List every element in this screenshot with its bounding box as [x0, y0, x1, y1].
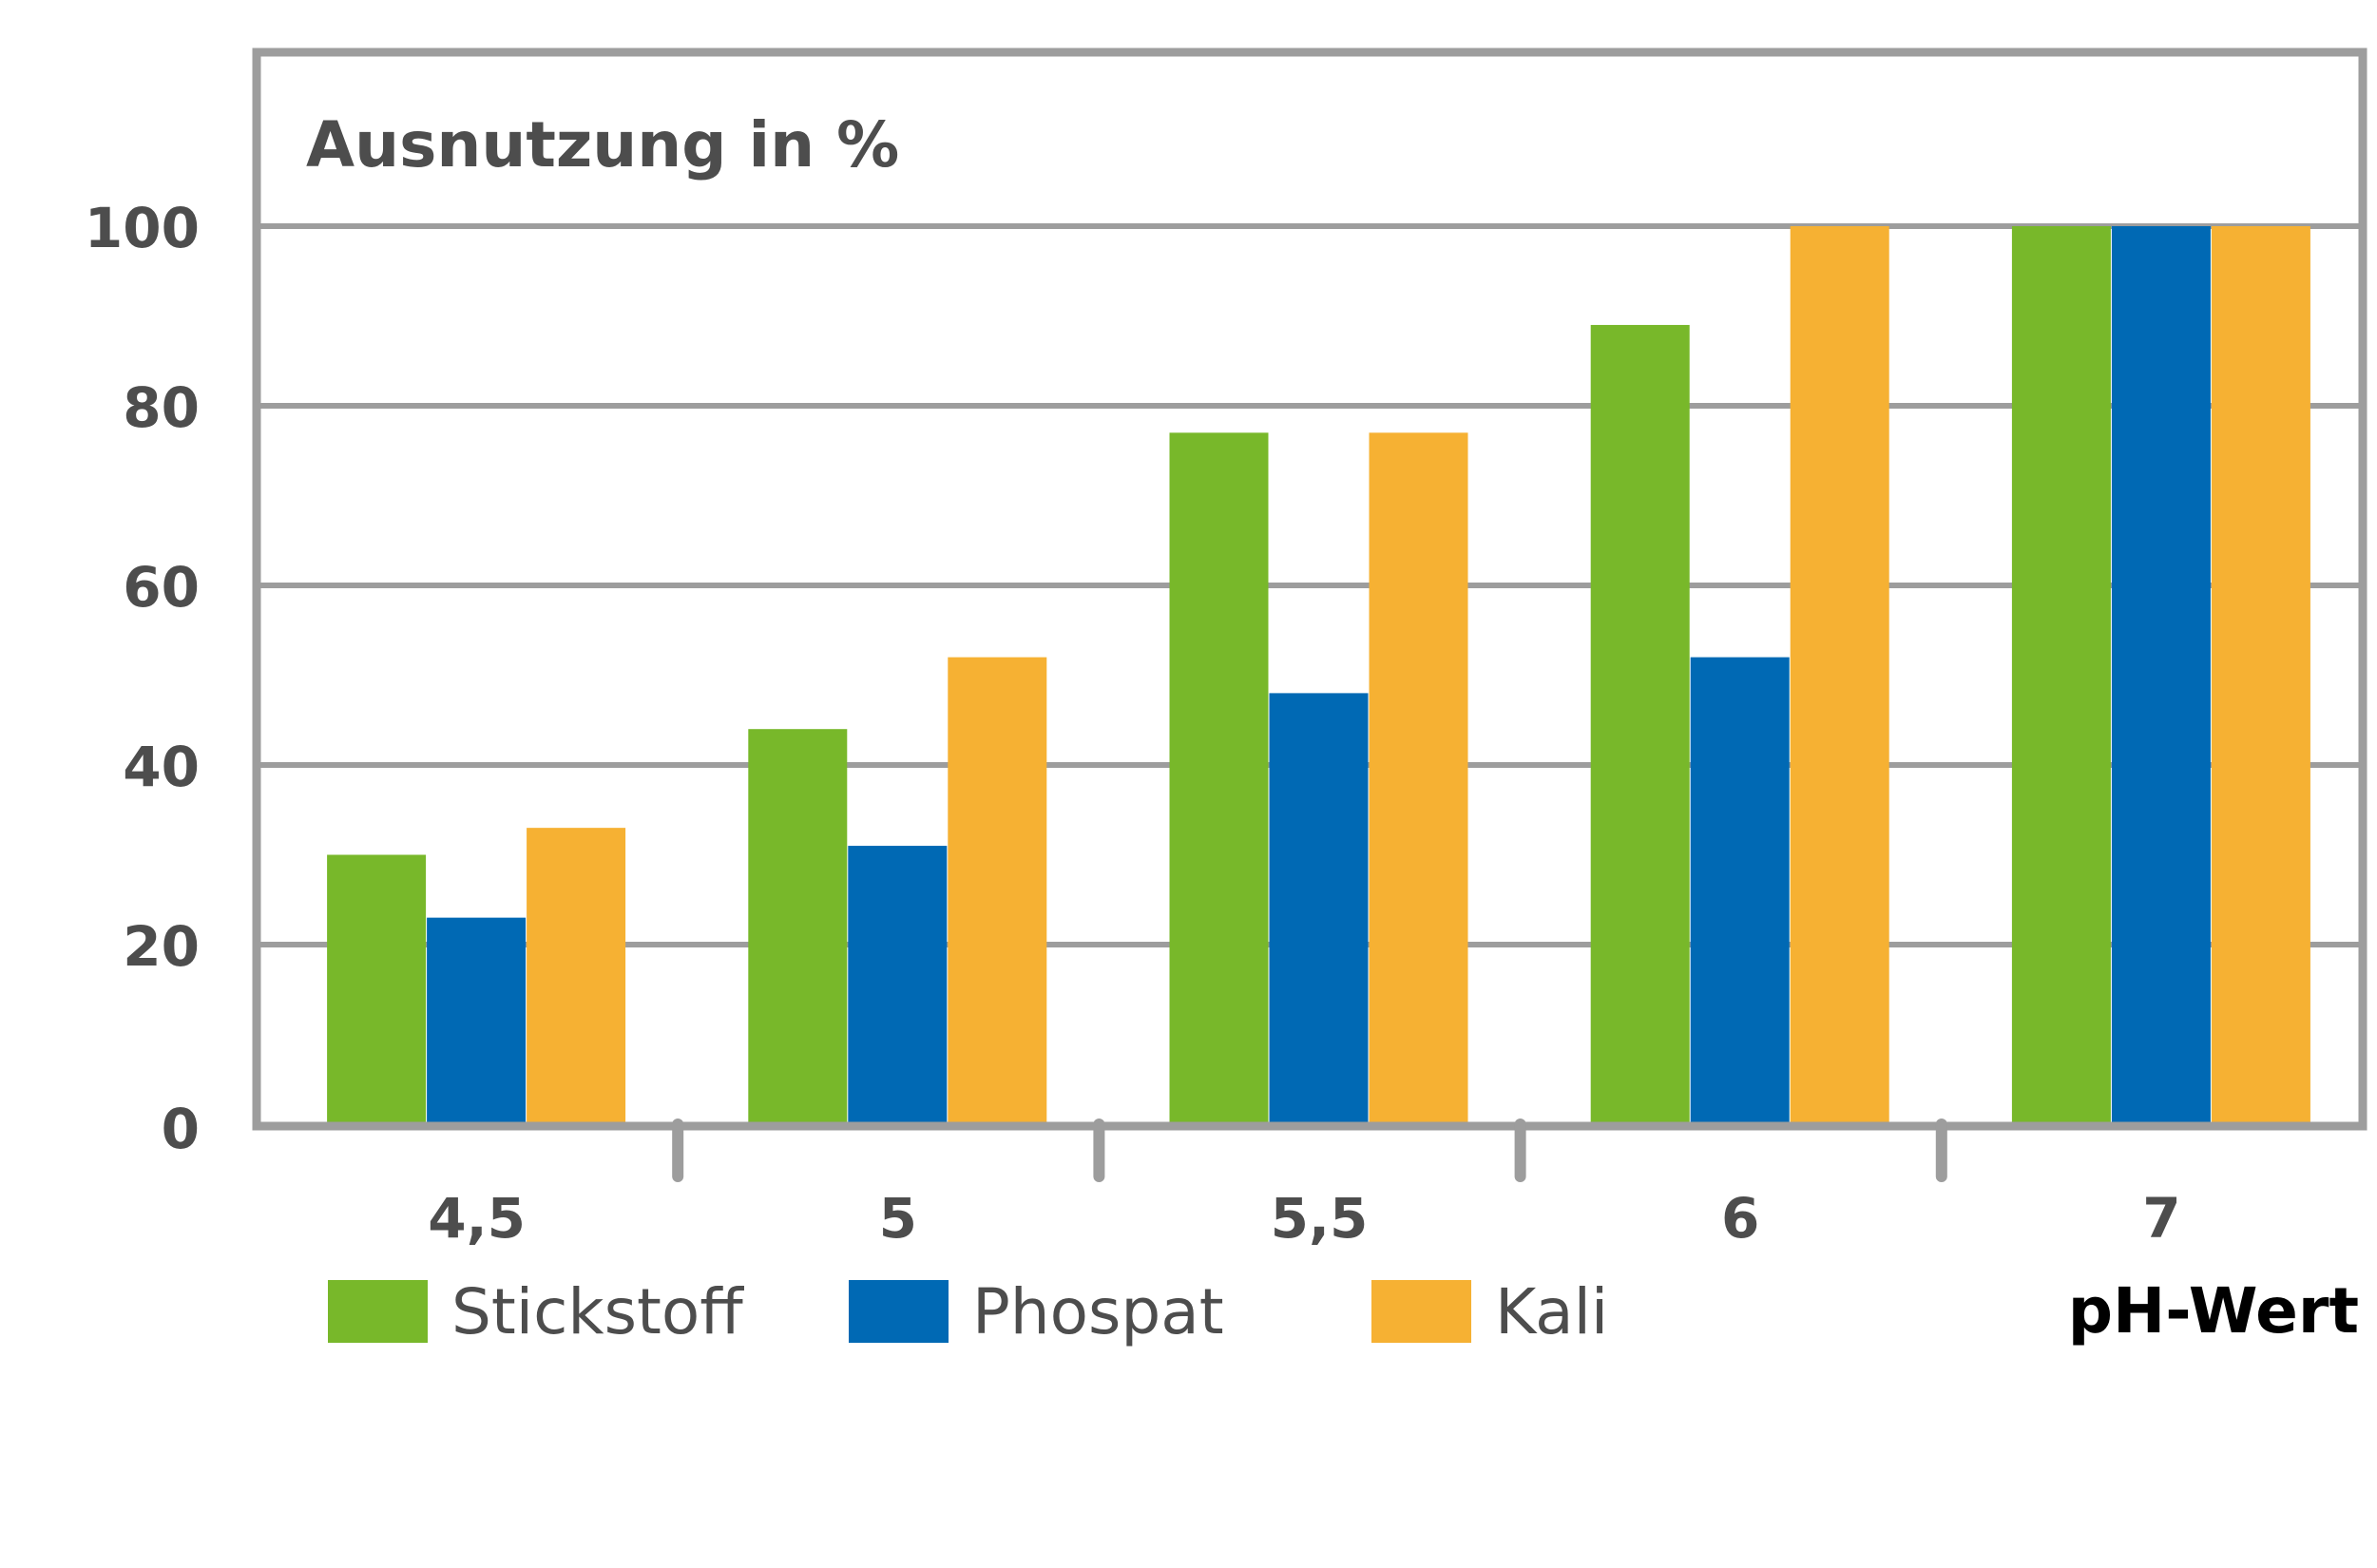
x-tick-label: 5,5 — [1271, 1186, 1369, 1251]
grid-lines — [257, 223, 2363, 947]
legend-item-kali: Kali — [1371, 1275, 1608, 1348]
y-tick-label: 60 — [123, 555, 200, 620]
bar-stickstoff-3 — [1590, 324, 1690, 1124]
bar-kali-4 — [2211, 226, 2310, 1124]
legend-item-phospat: Phospat — [849, 1275, 1224, 1348]
plot-frame — [252, 48, 2367, 1131]
y-tick-label: 80 — [123, 375, 200, 440]
bar-phospat-3 — [1690, 657, 1790, 1124]
x-tick-label: 4,5 — [428, 1186, 526, 1251]
axes — [252, 48, 2367, 1182]
x-tick-label: 6 — [1721, 1186, 1759, 1251]
x-tick-label: 5 — [879, 1186, 917, 1251]
legend-swatch — [1371, 1280, 1471, 1343]
bar-phospat-0 — [427, 917, 527, 1124]
y-tick-label: 100 — [85, 196, 200, 260]
bar-phospat-2 — [1269, 693, 1369, 1124]
bar-stickstoff-1 — [748, 729, 848, 1124]
chart-title: Ausnutzung in % — [306, 108, 899, 182]
bar-stickstoff-4 — [2011, 226, 2111, 1124]
bar-kali-3 — [1790, 226, 1889, 1124]
legend: Stickstoff Phospat Kali — [328, 1275, 1608, 1348]
bar-stickstoff-2 — [1169, 432, 1269, 1125]
y-tick-label: 40 — [123, 735, 200, 799]
legend-label: Kali — [1495, 1275, 1608, 1348]
x-tick-label: 7 — [2142, 1186, 2180, 1251]
legend-swatch — [328, 1280, 428, 1343]
bar-kali-1 — [948, 657, 1047, 1124]
legend-swatch — [849, 1280, 949, 1343]
bar-phospat-4 — [2111, 226, 2211, 1124]
y-tick-label: 20 — [123, 914, 200, 979]
bar-kali-0 — [527, 828, 626, 1124]
y-tick-label: 0 — [162, 1097, 200, 1161]
x-axis-label: pH-Wert — [2068, 1274, 2359, 1348]
legend-label: Stickstoff — [451, 1275, 744, 1348]
bar-phospat-1 — [848, 846, 948, 1124]
bar-kali-2 — [1369, 432, 1468, 1125]
legend-label: Phospat — [972, 1275, 1224, 1348]
bar-stickstoff-0 — [327, 854, 427, 1124]
legend-item-stickstoff: Stickstoff — [328, 1275, 744, 1348]
bars — [327, 226, 2310, 1125]
tick-labels: 0 20 40 60 80 100 4,5 5 5,5 6 7 — [85, 196, 2181, 1251]
